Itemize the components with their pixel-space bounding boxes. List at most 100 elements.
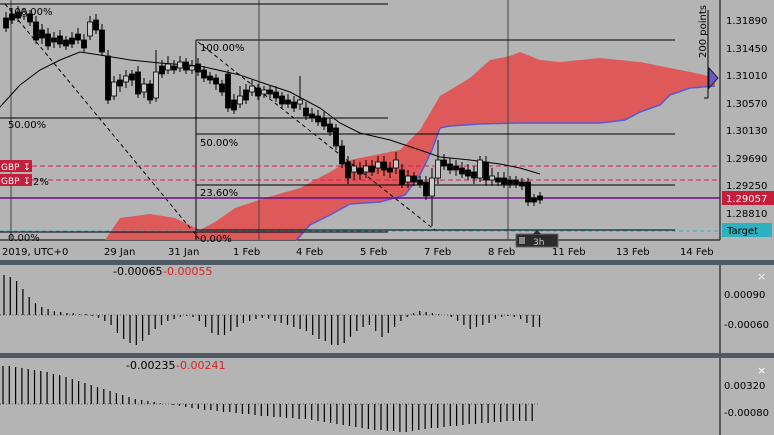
price-tick: 1.31010 [726,71,767,82]
moving-average-line [0,51,541,175]
order-tag-2[interactable]: GBP ↧ 2% [0,174,49,188]
candle-bear [51,37,57,43]
candle-bear [255,87,261,97]
indicator2-value1: -0.00235 [126,359,175,372]
svg-text:3h: 3h [533,238,544,248]
candle-bear [537,195,543,201]
candle-bear [171,65,177,71]
candle-bear [525,181,531,203]
order-tag-label: GBP [1,163,20,173]
candle-bear [309,113,315,119]
date-tick: 31 Jan [168,247,199,258]
candle-bear [501,177,507,185]
candle-bear [291,101,297,109]
indicator2-axis [720,358,774,435]
target-tag[interactable]: Target [722,223,772,237]
indicator2-value2: -0.00241 [176,359,225,372]
indicator2-histogram [2,366,533,432]
order-tag-1[interactable]: GBP ↧ [0,160,32,173]
candle-bear [33,21,39,41]
candle-bear [213,77,219,85]
candle-bear [381,161,387,171]
indicator1-value1: -0.00065 [113,265,162,278]
panel-separator[interactable] [0,260,774,265]
candle-bear [519,181,525,187]
candle-bear [453,165,459,171]
candle-bear [513,179,519,185]
candle-bear [69,37,75,45]
candle-bear [183,61,189,71]
candle-bear [483,161,489,181]
time-axis[interactable] [0,240,774,260]
candle-bear [273,91,279,99]
fib-left-50: 50.00% [8,120,46,131]
candle-bear [147,83,153,101]
candle-bull [261,89,267,95]
candle-bear [135,71,141,95]
candle-bear [423,181,429,197]
fib-left-100: 100.00% [8,7,53,18]
fib-left-0: 0.00% [8,233,40,244]
candle-bear [63,39,69,47]
candle-bear [9,13,15,21]
candle-bull [477,159,483,179]
indicator1-value2: -0.00055 [163,265,212,278]
indicator1-tick: -0.00060 [724,320,769,331]
price-tick: 1.28810 [726,209,767,220]
candle-bull [177,61,183,69]
candle-bear [201,69,207,79]
candle-bear [447,163,453,171]
fib-right-50: 50.00% [200,138,238,149]
close-indicator2-icon[interactable]: × [757,364,766,377]
candle-bear [3,17,9,29]
candle-bear [387,167,393,173]
svg-text:↧: ↧ [23,163,31,173]
fib-right-0: 0.00% [200,234,232,245]
indicator1-plot-area[interactable] [0,265,720,353]
candle-bear [279,95,285,105]
candle-bull [393,159,399,169]
range-handle-icon[interactable] [708,66,719,90]
candle-bear [369,165,375,173]
fib-right-23: 23.60% [200,188,238,199]
candle-bear [81,39,87,49]
candle-bear [507,179,513,185]
indicator1-axis [720,265,774,353]
candle-bear [339,145,345,165]
candle-bear [459,167,465,175]
candle-bull [237,95,243,105]
candle-bear [417,179,423,185]
close-indicator1-icon[interactable]: × [757,270,766,283]
candle-bear [39,29,45,39]
candle-bear [303,107,309,117]
indicator1-tick: 0.00090 [724,290,765,301]
candle-bull [141,83,147,93]
indicator2-plot-area[interactable] [0,358,720,435]
candle-bear [327,123,333,133]
candle-bear [399,169,405,185]
panel-separator[interactable] [0,353,774,358]
date-tick: 7 Feb [424,247,451,258]
candle-bull [21,11,27,17]
candle-bull [351,165,357,173]
timeframe-badge[interactable]: 3h [515,230,559,248]
date-tick: 4 Feb [296,247,323,258]
price-tick: 1.31890 [726,16,767,27]
date-tick: 2019, UTC+0 [2,247,68,258]
candle-bear [357,167,363,175]
cloud-edge [295,85,716,241]
candle-bear [441,159,447,167]
candle-bear [243,89,249,101]
candle-bear [231,99,237,111]
candle-bull [297,99,303,105]
candle-bull [375,161,381,169]
candle-bear [117,79,123,87]
date-tick: 29 Jan [104,247,135,258]
candle-bear [57,35,63,45]
candle-bear [345,161,351,179]
indicator2-tick: 0.00320 [724,381,765,392]
candle-bull [189,65,195,71]
candle-bull [123,75,129,83]
candle-bear [207,75,213,81]
